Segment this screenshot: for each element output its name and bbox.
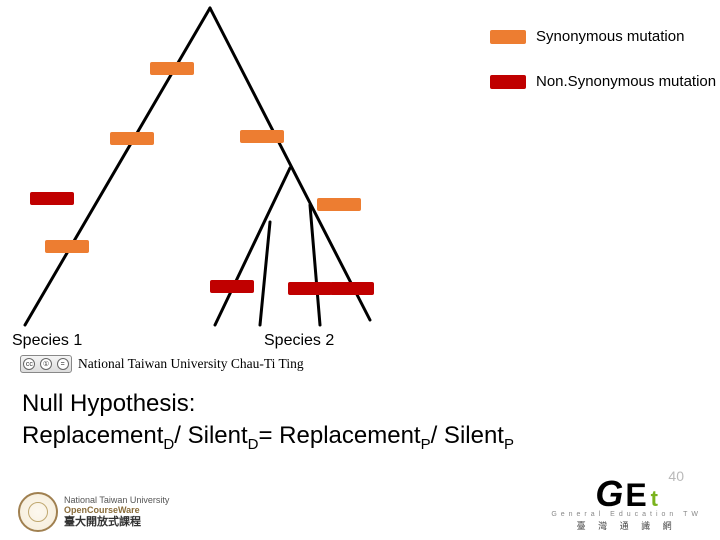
get-logo: G E t General Education TW 臺 灣 通 識 網: [551, 479, 702, 532]
legend-label-nonsynonymous: Non.Synonymous mutation: [536, 73, 716, 90]
attribution-text: National Taiwan University Chau-Ti Ting: [78, 356, 304, 372]
footer: National Taiwan University OpenCourseWar…: [18, 479, 702, 532]
legend-item-nonsynonymous: Non.Synonymous mutation: [490, 73, 716, 90]
null-hypothesis-text: Null Hypothesis: ReplacementD/ SilentD= …: [22, 388, 514, 455]
legend: Synonymous mutation Non.Synonymous mutat…: [490, 28, 716, 118]
legend-label-synonymous: Synonymous mutation: [536, 28, 684, 45]
subscript-p: P: [421, 436, 431, 453]
species-1-label: Species 1: [12, 332, 82, 350]
ocw-brand-line: OpenCourseWare: [64, 505, 169, 516]
subscript-d: D: [163, 436, 174, 453]
get-t-letter: t: [651, 488, 658, 510]
subscript-d2: D: [248, 436, 259, 453]
get-cn-line: 臺 灣 通 識 網: [577, 519, 677, 532]
ntu-emblem-icon: [18, 492, 58, 532]
legend-swatch-synonymous: [490, 30, 526, 44]
legend-swatch-nonsynonymous: [490, 75, 526, 89]
hypothesis-silent-d: / Silent: [174, 422, 247, 449]
cc-badge-icon: cc ① =: [20, 355, 72, 373]
hypothesis-replacement-p: = Replacement: [258, 422, 420, 449]
attribution-row: cc ① = National Taiwan University Chau-T…: [20, 355, 304, 373]
hypothesis-line1: Null Hypothesis:: [22, 390, 195, 417]
ntu-ocw-logo: National Taiwan University OpenCourseWar…: [18, 492, 169, 532]
ocw-en-line: National Taiwan University: [64, 495, 169, 506]
get-e-letter: E: [625, 481, 646, 510]
legend-item-synonymous: Synonymous mutation: [490, 28, 716, 45]
hypothesis-silent-p: / Silent: [431, 422, 504, 449]
species-2-label: Species 2: [264, 332, 334, 350]
get-subtitle: General Education TW: [551, 511, 702, 518]
get-wordmark: G E t: [595, 479, 658, 510]
ocw-cn-line: 臺大開放式課程: [64, 516, 169, 529]
subscript-p2: P: [504, 436, 514, 453]
ocw-text-block: National Taiwan University OpenCourseWar…: [64, 495, 169, 530]
hypothesis-replacement-d: Replacement: [22, 422, 163, 449]
phylogenetic-tree: [0, 0, 420, 340]
get-g-letter: G: [595, 479, 623, 510]
